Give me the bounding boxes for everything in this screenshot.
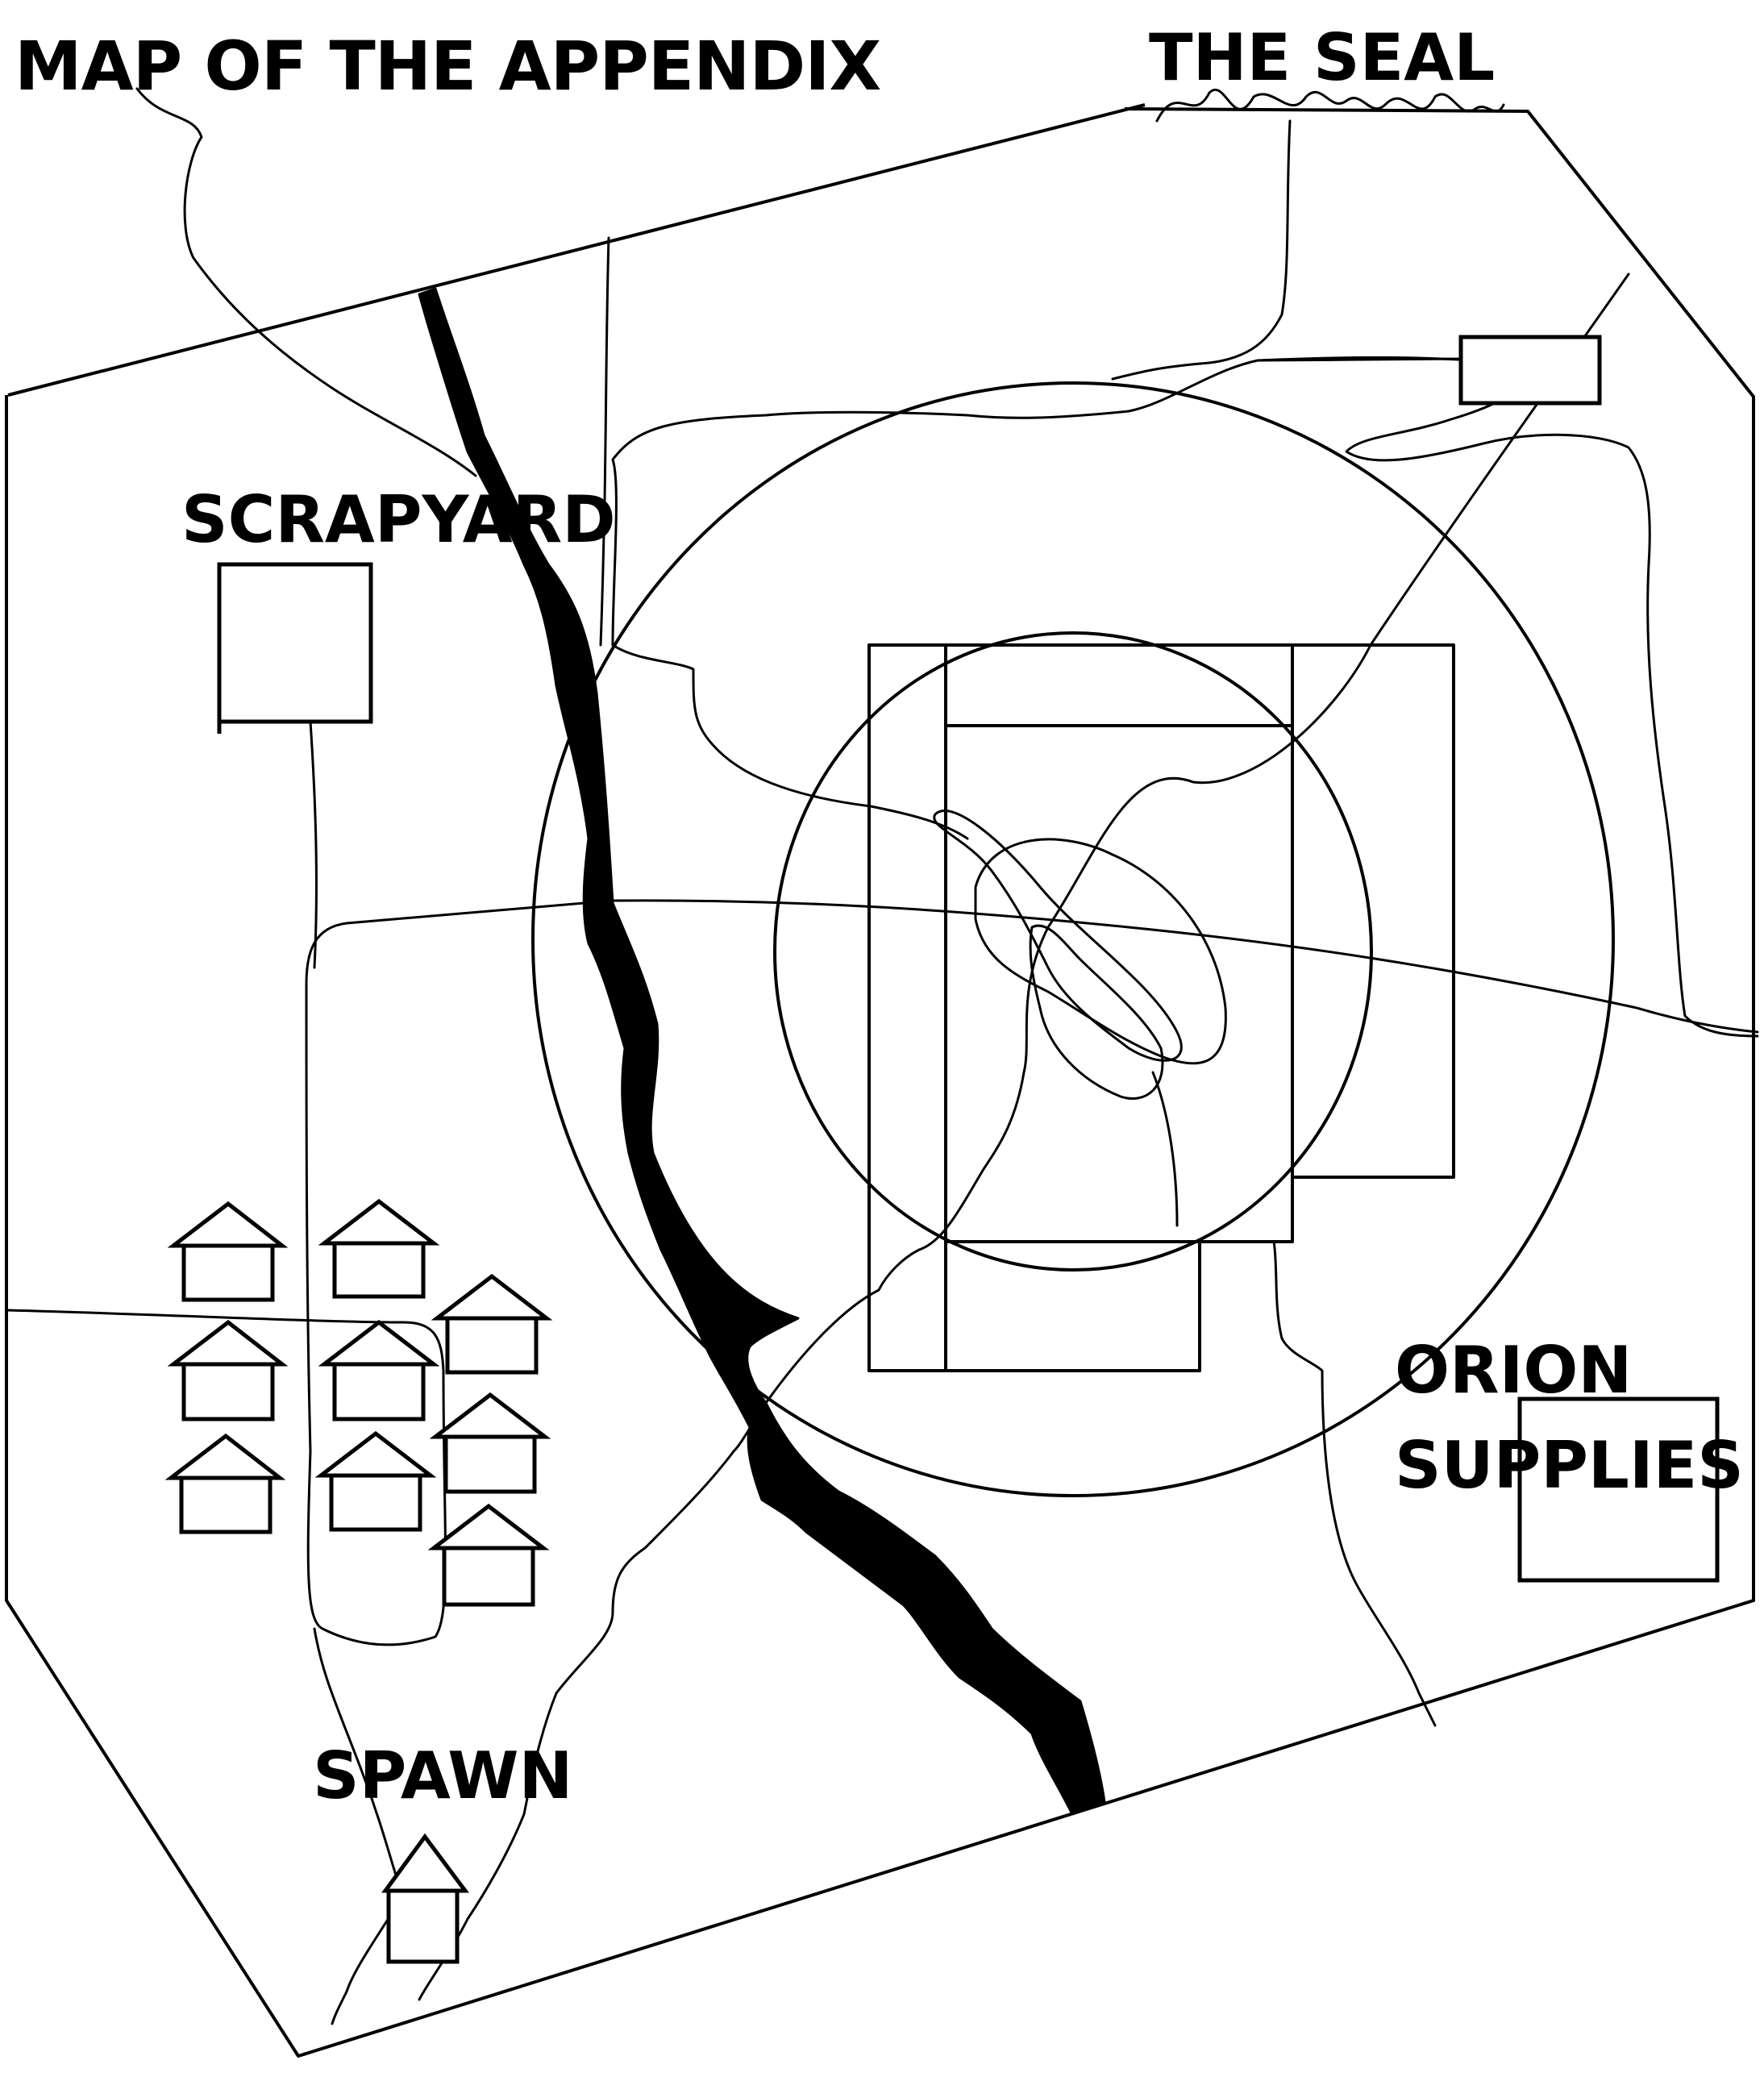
- label-supplies: SUPPLIES: [1395, 1428, 1744, 1503]
- village: [164, 1198, 553, 1607]
- house: [314, 1430, 437, 1532]
- house: [318, 1198, 440, 1299]
- label-the-seal: THE SEAL: [1149, 20, 1496, 95]
- map-title: MAP OF THE APPENDIX: [15, 27, 881, 106]
- map-boundary: [5, 103, 1755, 2058]
- house: [429, 1392, 551, 1494]
- spawn-house: [381, 1833, 469, 1964]
- house: [167, 1201, 289, 1302]
- label-orion: ORION: [1395, 1333, 1633, 1408]
- seal-facility: [1458, 335, 1602, 406]
- orion-supplies-building: [1517, 1396, 1720, 1583]
- house: [431, 1273, 553, 1375]
- central-complex: [867, 643, 1455, 1372]
- inner-ring: [773, 631, 1373, 1272]
- core-squiggle: [933, 810, 1227, 1100]
- seal-squiggle: [1155, 88, 1505, 123]
- house: [318, 1319, 440, 1421]
- scrapyard-building: [217, 562, 373, 734]
- outer-ring: [531, 381, 1615, 1497]
- house: [427, 1503, 550, 1607]
- label-spawn: SPAWN: [313, 1738, 573, 1813]
- house: [167, 1319, 289, 1421]
- label-scrapyard: SCRAPYARD: [181, 482, 616, 557]
- river: [418, 287, 1106, 1816]
- house: [164, 1433, 286, 1534]
